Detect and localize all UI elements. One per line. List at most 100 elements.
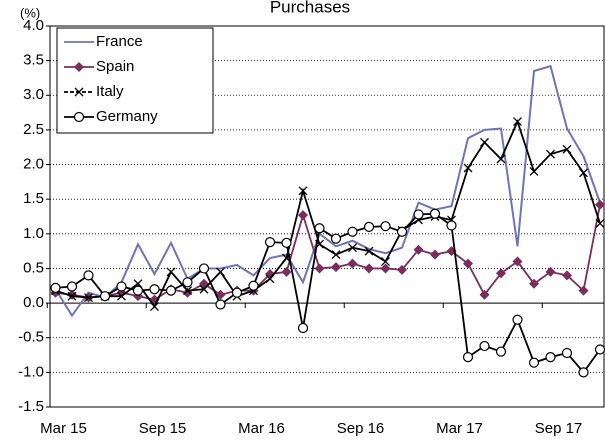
data-point [182, 277, 193, 288]
data-point [561, 347, 573, 359]
data-point [314, 263, 325, 274]
data-point [463, 258, 473, 269]
legend-label: Germany [96, 108, 158, 125]
data-point [529, 278, 539, 289]
data-point [595, 218, 605, 228]
data-point [430, 249, 440, 260]
data-point [513, 117, 522, 127]
data-point [380, 263, 391, 274]
y-tick-label: 0.5 [23, 259, 44, 276]
y-tick-label: -1.0 [18, 363, 44, 380]
data-point [67, 289, 77, 300]
data-point [496, 268, 506, 279]
legend-marker [73, 111, 85, 123]
data-point [166, 267, 176, 277]
data-point [297, 322, 309, 334]
y-tick-label: -0.5 [18, 329, 44, 346]
data-point [397, 264, 407, 275]
y-tick-label: 2.0 [23, 156, 44, 173]
data-point [462, 352, 474, 363]
x-tick-label: Mar 16 [238, 420, 285, 437]
data-point [298, 186, 308, 196]
data-point [215, 299, 226, 310]
data-point [314, 223, 325, 234]
data-point [413, 209, 424, 220]
legend-label: Italy [96, 83, 124, 100]
data-point [562, 144, 572, 154]
data-point [231, 287, 243, 298]
x-tick-label: Sep 15 [139, 420, 187, 437]
data-point [512, 256, 523, 267]
data-point [84, 293, 93, 303]
series-line [54, 64, 601, 318]
y-tick-label: 1.0 [23, 225, 44, 242]
legend-marker [74, 87, 84, 97]
data-point [578, 367, 589, 378]
x-tick-label: Sep 17 [535, 420, 583, 437]
y-tick-label: 3.5 [23, 52, 44, 69]
series-line [55, 119, 601, 309]
legend-marker [74, 62, 84, 72]
data-point [495, 346, 507, 357]
data-point [545, 266, 556, 277]
data-point [364, 263, 374, 274]
data-point [216, 267, 225, 277]
legend-label: Spain [96, 58, 134, 75]
data-point [182, 287, 193, 298]
data-point [330, 233, 342, 244]
y-tick-label: 1.5 [23, 190, 44, 207]
data-point [446, 220, 457, 231]
y-tick-label: 4.0 [23, 17, 44, 34]
data-point [363, 221, 375, 232]
data-point [198, 263, 210, 274]
data-point [50, 282, 61, 293]
data-point [562, 270, 572, 281]
data-point [248, 280, 259, 291]
data-point [463, 163, 473, 173]
x-tick-label: Mar 15 [40, 420, 87, 437]
data-point [117, 291, 126, 301]
chart-title: Purchases [270, 0, 350, 16]
y-tick-label: 2.5 [23, 121, 44, 138]
data-point [380, 221, 391, 232]
data-point [579, 168, 588, 178]
data-point [529, 167, 539, 176]
y-tick-label: 3.0 [23, 86, 44, 103]
data-point [479, 340, 490, 352]
data-point [546, 149, 555, 159]
data-point [116, 281, 127, 292]
data-point [150, 302, 159, 312]
data-point [594, 344, 605, 355]
data-point [331, 250, 341, 260]
data-point [595, 199, 605, 210]
data-point [512, 314, 523, 325]
data-point [83, 270, 94, 281]
x-tick-label: Mar 17 [436, 420, 483, 437]
data-point [331, 262, 341, 273]
data-point [165, 285, 177, 296]
data-point [99, 291, 111, 302]
data-point [183, 286, 192, 296]
data-point [480, 137, 489, 147]
data-point [281, 266, 292, 277]
data-point [413, 244, 424, 255]
data-point [429, 208, 441, 219]
data-point [364, 246, 374, 256]
y-tick-label: -1.5 [18, 398, 44, 415]
data-point [265, 274, 275, 284]
data-point [199, 284, 209, 294]
data-point [199, 278, 209, 289]
series-line [55, 204, 601, 301]
data-point [381, 257, 390, 266]
data-point [578, 285, 589, 296]
data-point [347, 258, 358, 269]
x-tick-label: Sep 16 [337, 420, 385, 437]
data-point [132, 285, 144, 296]
data-point [479, 289, 490, 300]
series-line [55, 212, 601, 374]
data-point [348, 243, 357, 253]
data-point [545, 352, 556, 363]
legend-label: France [96, 33, 143, 50]
data-point [66, 281, 78, 292]
